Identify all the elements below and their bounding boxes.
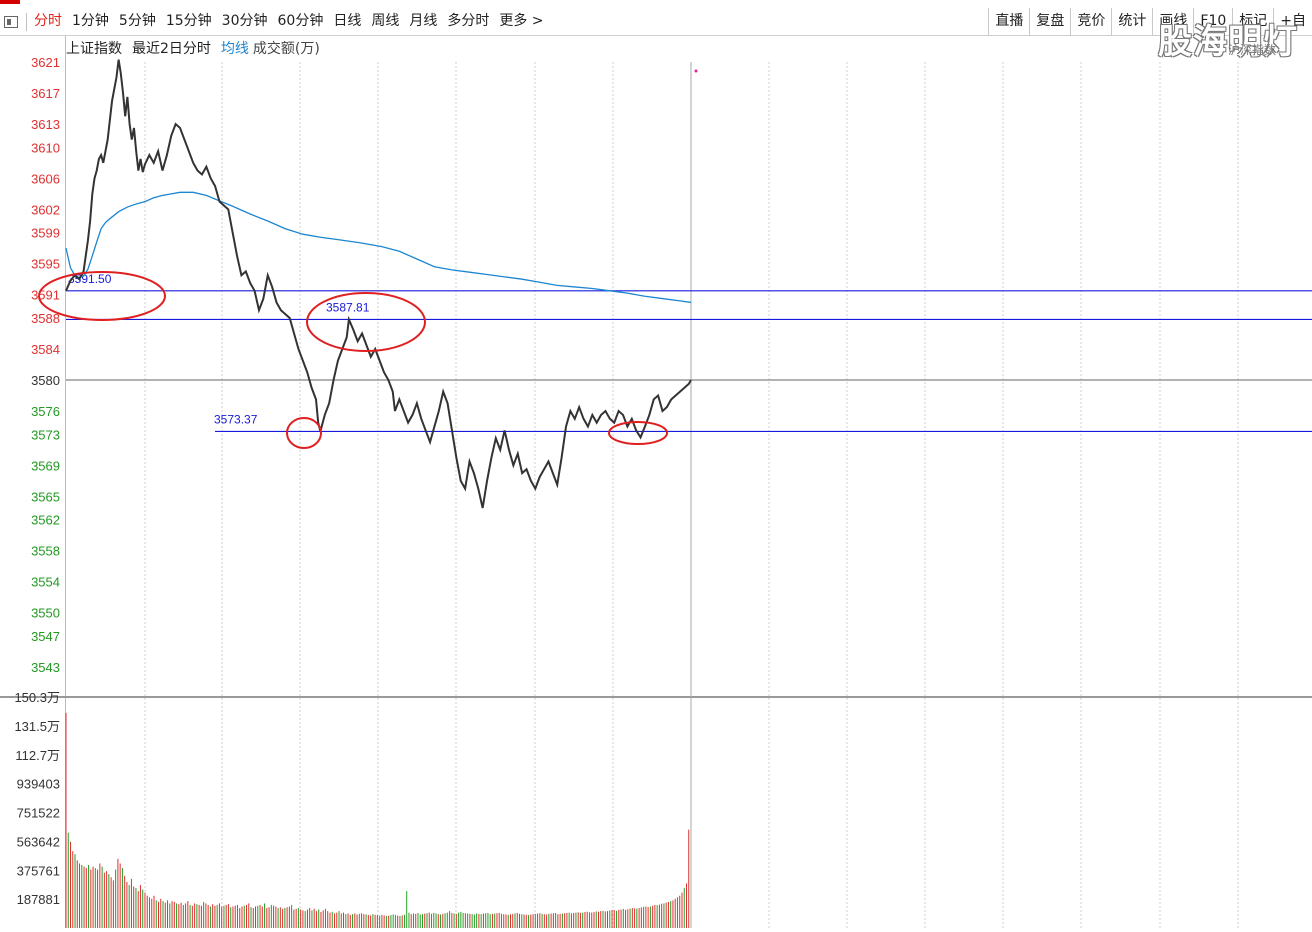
watermark-logo: 股海明灯: [1158, 22, 1298, 62]
tab-3[interactable]: 15分钟: [165, 13, 212, 29]
tab-5[interactable]: 60分钟: [277, 13, 324, 29]
price-tick-label: 3588: [31, 311, 60, 326]
volume-tick-label: 939403: [17, 777, 60, 792]
price-tick-label: 3584: [31, 342, 60, 357]
price-tick-label: 3565: [31, 489, 60, 504]
period-tabs: 分时 1分钟 5分钟 15分钟 30分钟 60分钟 日线 周线 月线 多分时 更多 >: [0, 8, 549, 35]
tab-2[interactable]: 5分钟: [118, 13, 156, 29]
price-tick-label: 3599: [31, 226, 60, 241]
volume-tick-label: 131.5万: [14, 719, 60, 734]
volume-tick-label: 187881: [17, 892, 60, 907]
level-label: 3573.37: [214, 412, 258, 426]
tab-7[interactable]: 周线: [371, 13, 400, 29]
annotation-circle: [608, 421, 668, 445]
price-tick-label: 3610: [31, 140, 60, 155]
period-label: 最近2日分时: [132, 41, 211, 57]
top-title-strip: [0, 0, 1312, 6]
price-line: [65, 59, 692, 509]
price-tick-label: 3558: [31, 544, 60, 559]
volume-tick-label: 751522: [17, 806, 60, 821]
toolbar-button-0[interactable]: 直播: [988, 8, 1029, 35]
volume-tick-label: 375761: [17, 863, 60, 878]
tab-0[interactable]: 分时: [34, 13, 62, 29]
toolbar-button-6[interactable]: 标记: [1232, 8, 1273, 35]
price-tick-label: 3576: [31, 404, 60, 419]
avg-price-line: [65, 191, 692, 304]
marker-dot: [694, 69, 698, 73]
price-tick-label: 3554: [31, 575, 60, 590]
toolbar-button-7[interactable]: +自: [1273, 8, 1312, 35]
price-tick-label: 3595: [31, 257, 60, 272]
volume-tick-label: 150.3万: [14, 690, 60, 705]
price-tick-label: 3617: [31, 86, 60, 101]
toolbar-button-2[interactable]: 竞价: [1070, 8, 1111, 35]
price-tick-label: 3621: [31, 55, 60, 70]
price-tick-label: 3547: [31, 629, 60, 644]
tab-9[interactable]: 多分时: [447, 13, 490, 29]
index-name: 上证指数: [66, 41, 122, 57]
price-tick-label: 3606: [31, 171, 60, 186]
volume-label[interactable]: 成交额(万): [252, 41, 320, 57]
annotation-circle: [286, 417, 322, 449]
toolbar-button-1[interactable]: 复盘: [1029, 8, 1070, 35]
price-tick-label: 3543: [31, 660, 60, 675]
annotation-circle: [306, 292, 426, 352]
watermark-sub: 沪深指数: [1228, 43, 1277, 57]
toolbar-button-3[interactable]: 统计: [1111, 8, 1152, 35]
price-tick-label: 3550: [31, 606, 60, 621]
toolbar-button-4[interactable]: 画线: [1152, 8, 1193, 35]
price-tick-label: 3602: [31, 202, 60, 217]
price-tick-label: 3591: [31, 288, 60, 303]
price-tick-label: 3562: [31, 513, 60, 528]
tab-6[interactable]: 日线: [333, 13, 362, 29]
avg-line-label[interactable]: 均线: [220, 41, 249, 57]
toolbar-right-buttons: 直播 复盘 竞价 统计 画线 F10 标记 +自: [988, 8, 1312, 35]
price-tick-label: 3580: [31, 373, 60, 388]
toolbar: 分时 1分钟 5分钟 15分钟 30分钟 60分钟 日线 周线 月线 多分时 更多 > 直播 复盘 竞价…: [0, 8, 1312, 36]
divider: [26, 12, 27, 31]
tab-8[interactable]: 月线: [409, 13, 438, 29]
tab-10[interactable]: 更多 >: [499, 13, 544, 29]
volume-tick-label: 563642: [17, 834, 60, 849]
price-tick-label: 3573: [31, 427, 60, 442]
annotation-circle: [38, 271, 166, 321]
toolbar-button-5[interactable]: F10: [1193, 8, 1232, 35]
level-label: 3587.81: [326, 300, 370, 314]
chart-info-bar: 上证指数 最近2日分时 均线 成交额(万): [66, 38, 330, 58]
app-logo: [0, 0, 20, 4]
panel-toggle-icon[interactable]: [4, 15, 18, 28]
price-tick-label: 3569: [31, 458, 60, 473]
volume-tick-label: 112.7万: [15, 748, 60, 763]
price-tick-label: 3613: [31, 117, 60, 132]
level-label: 3591.50: [68, 272, 112, 286]
tab-1[interactable]: 1分钟: [72, 13, 109, 29]
tab-4[interactable]: 30分钟: [221, 13, 268, 29]
